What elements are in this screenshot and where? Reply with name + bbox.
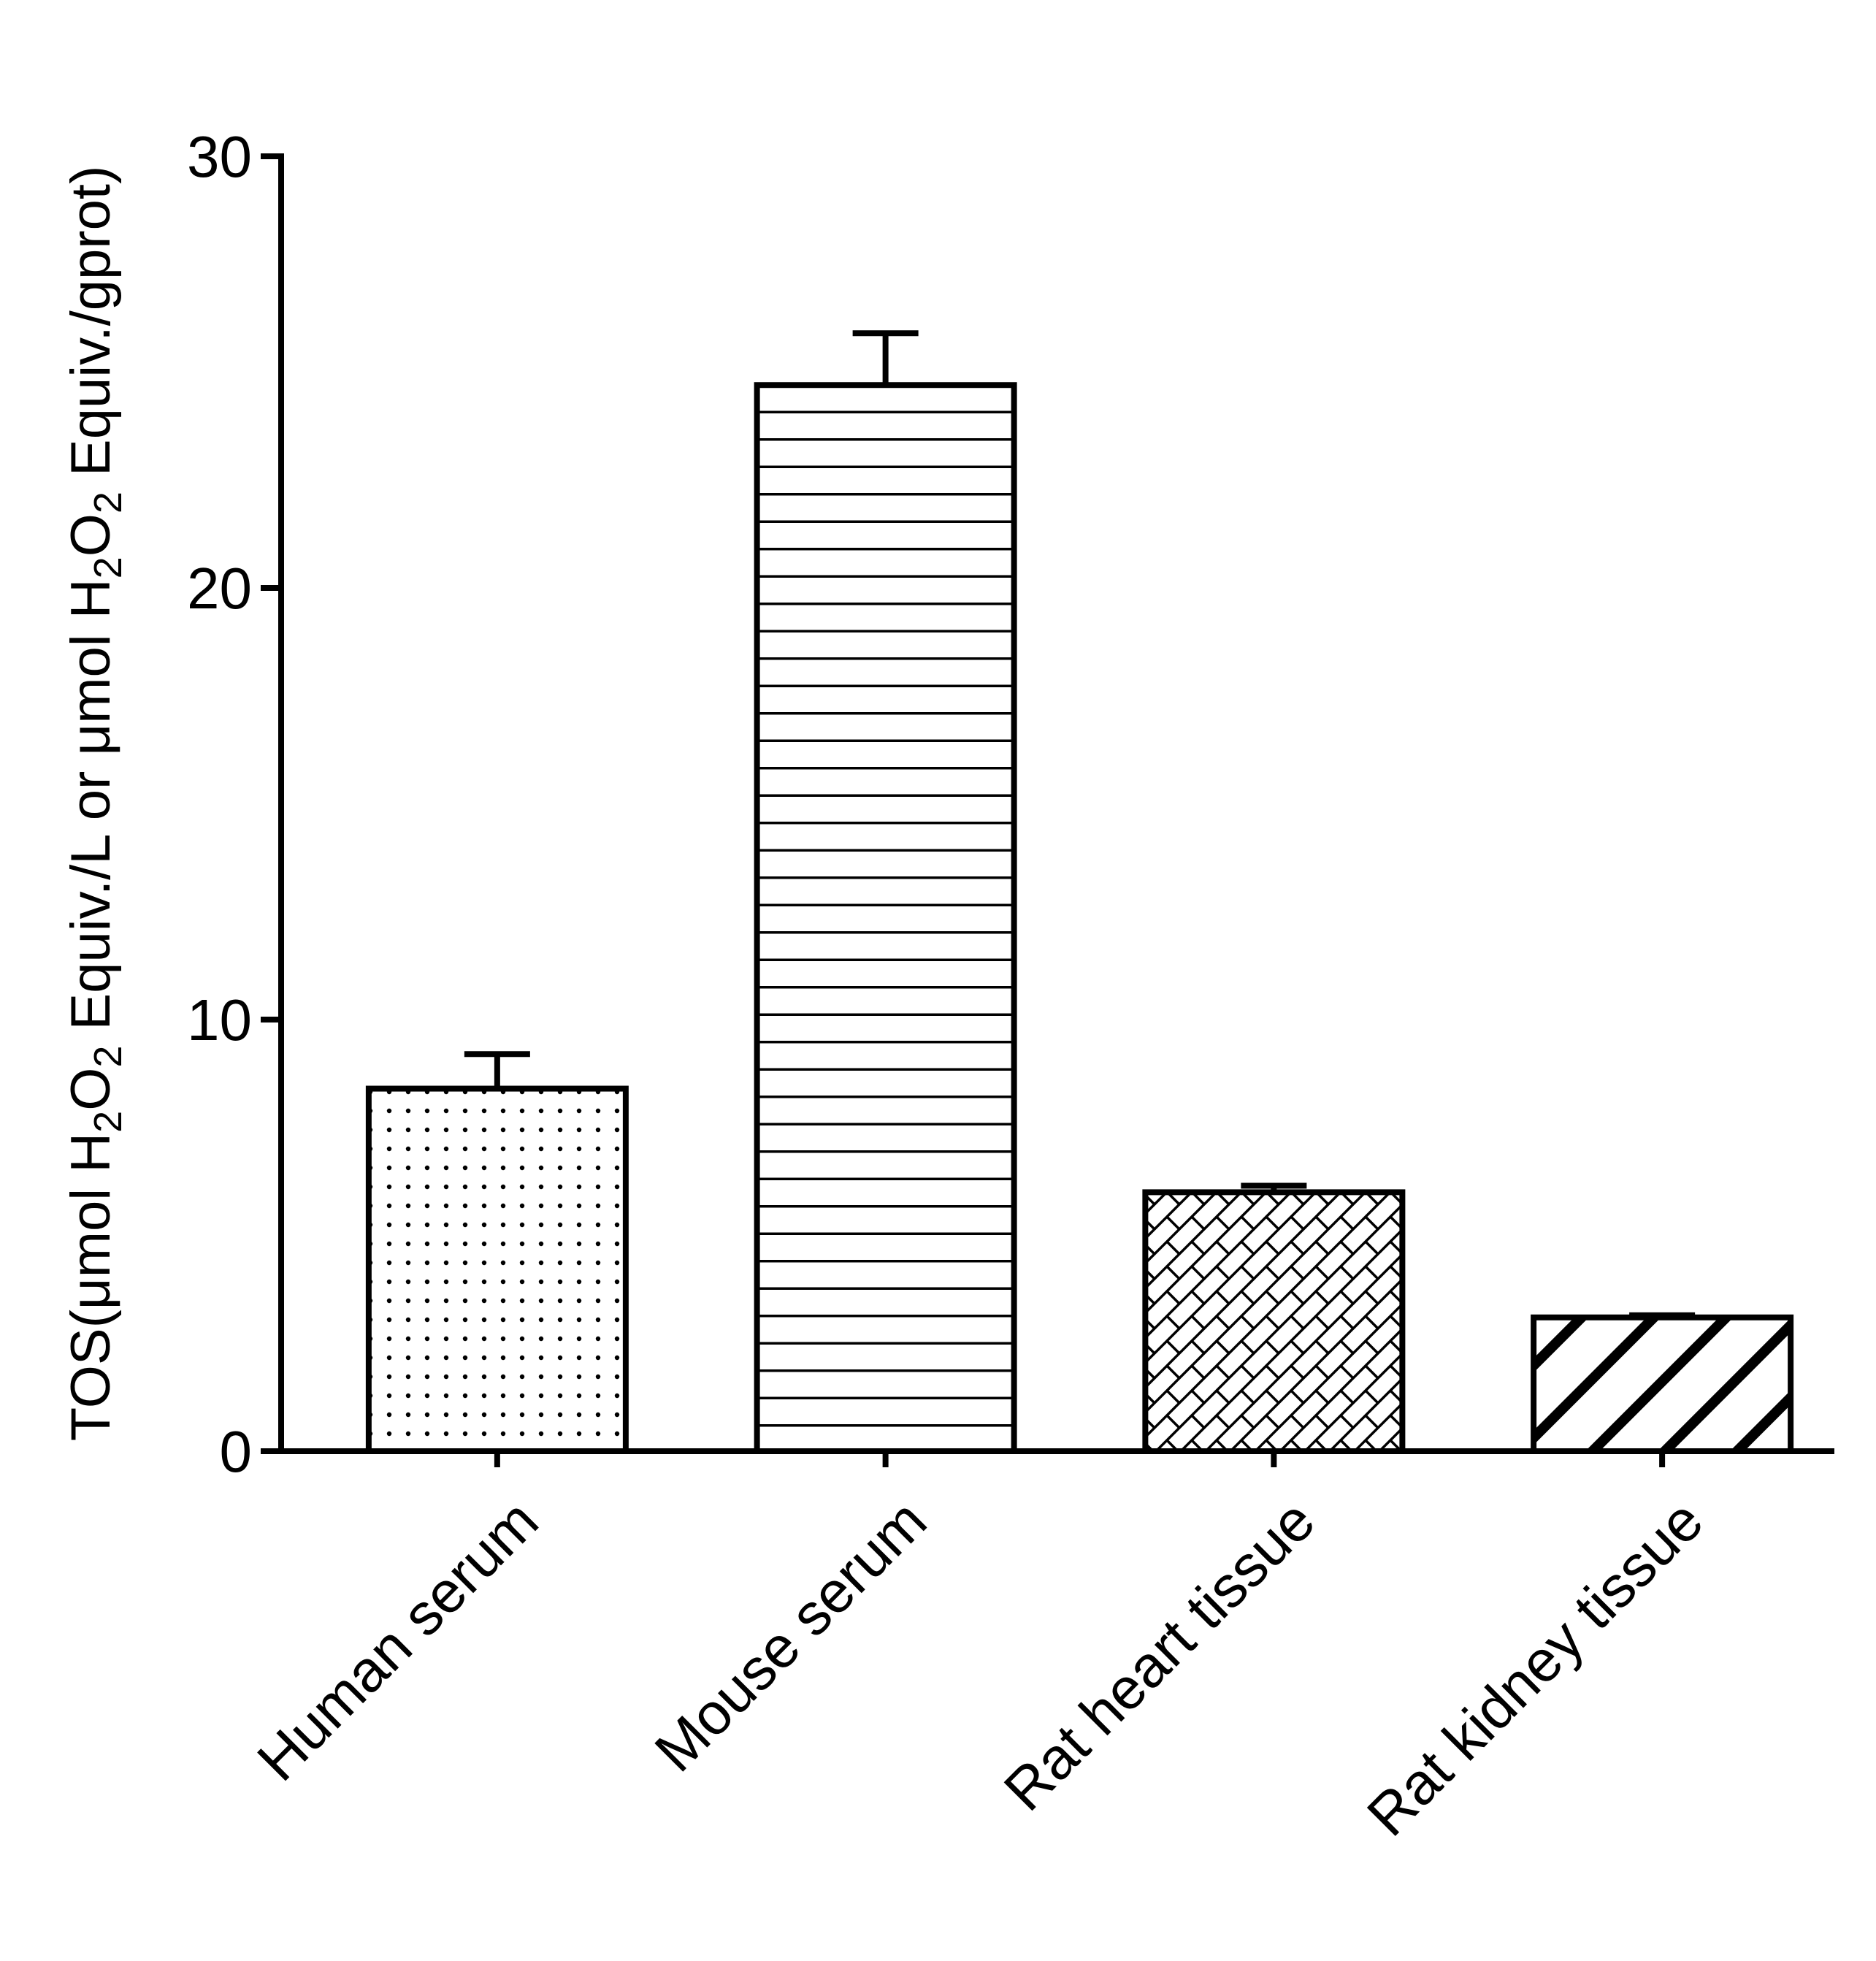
bar-rat-heart-tissue — [1142, 1189, 1406, 1455]
y-tick-label: 10 — [187, 987, 252, 1052]
y-axis-label: TOS(μmol H2O2 Equiv./L or μmol H2O2 Equi… — [60, 166, 130, 1442]
y-tick-label: 30 — [187, 124, 252, 189]
x-tick-label: Rat kidney tissue — [1355, 1488, 1715, 1849]
bar-rat-kidney-tissue — [1531, 1314, 1794, 1455]
y-tick-label: 0 — [220, 1419, 253, 1484]
bar-human-serum — [365, 1085, 629, 1455]
x-tick-label: Rat heart tissue — [992, 1488, 1327, 1823]
x-tick-label: Human serum — [245, 1488, 550, 1793]
bar-mouse-serum — [754, 382, 1017, 1454]
x-tick-label: Mouse serum — [643, 1488, 939, 1784]
y-tick-label: 20 — [187, 556, 252, 621]
